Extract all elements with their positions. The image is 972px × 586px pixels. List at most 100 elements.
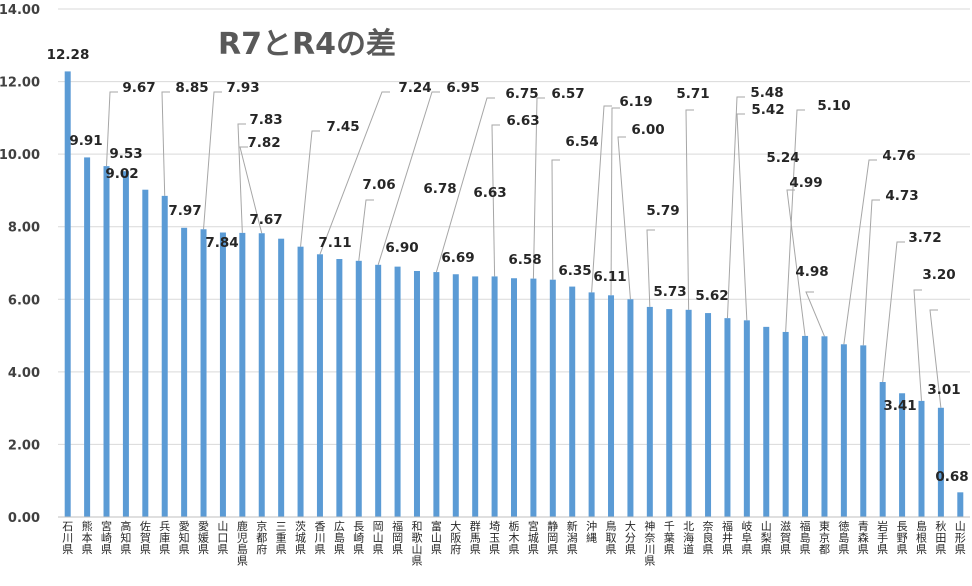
data-label: 6.63 bbox=[473, 185, 506, 201]
bar bbox=[142, 189, 149, 517]
data-label: 7.06 bbox=[362, 177, 395, 193]
bar bbox=[705, 313, 712, 517]
category-label: 長崎県 bbox=[353, 520, 364, 556]
category-label: 長野県 bbox=[897, 520, 908, 556]
category-label: 岡山県 bbox=[373, 520, 384, 556]
category-label: 福井県 bbox=[722, 519, 733, 556]
category-label: 兵庫県 bbox=[159, 520, 170, 556]
bar bbox=[355, 260, 362, 517]
bar bbox=[666, 309, 673, 517]
data-label: 0.68 bbox=[935, 469, 968, 485]
bar bbox=[860, 345, 867, 517]
leader-line bbox=[358, 199, 374, 261]
data-label: 7.67 bbox=[249, 212, 282, 228]
bar bbox=[336, 259, 343, 517]
data-label: 3.20 bbox=[922, 267, 955, 283]
data-label: 9.67 bbox=[122, 80, 155, 96]
leader-line bbox=[843, 159, 877, 345]
bar bbox=[316, 254, 323, 517]
bar bbox=[258, 233, 265, 517]
bar bbox=[530, 278, 537, 517]
category-label: 鳥取県 bbox=[606, 519, 617, 556]
category-label: 神奈川県 bbox=[644, 519, 655, 568]
bar bbox=[433, 272, 440, 517]
category-label: 大阪府 bbox=[450, 519, 461, 556]
category-label: 富山県 bbox=[431, 519, 442, 556]
leader-line bbox=[929, 309, 942, 408]
leader-lines bbox=[106, 91, 942, 408]
leader-line bbox=[785, 109, 805, 332]
leader-line bbox=[591, 105, 612, 293]
data-label: 5.71 bbox=[676, 86, 709, 102]
bar bbox=[879, 382, 886, 517]
category-label: 茨城県 bbox=[295, 519, 306, 556]
leader-line bbox=[377, 91, 440, 265]
bar bbox=[161, 195, 168, 517]
leader-line bbox=[913, 289, 922, 401]
bar bbox=[782, 331, 789, 517]
data-label: 9.02 bbox=[105, 166, 138, 182]
data-label: 4.73 bbox=[885, 188, 918, 204]
chart-title: R7とR4の差 bbox=[218, 27, 396, 62]
bar bbox=[84, 157, 91, 517]
category-label: 沖縄 bbox=[586, 520, 597, 545]
y-tick-label: 14.00 bbox=[0, 3, 40, 18]
leader-line bbox=[237, 123, 246, 233]
y-tick-label: 6.00 bbox=[8, 293, 40, 308]
category-label: 山形県 bbox=[955, 520, 966, 556]
bar bbox=[646, 306, 653, 517]
data-label: 6.90 bbox=[385, 240, 418, 256]
bar bbox=[918, 400, 925, 517]
data-label: 7.93 bbox=[226, 80, 259, 96]
data-label: 5.42 bbox=[751, 102, 784, 118]
data-label: 8.85 bbox=[175, 80, 208, 96]
data-label: 6.63 bbox=[506, 113, 539, 129]
category-label: 福島県 bbox=[800, 519, 811, 556]
bar bbox=[219, 232, 226, 517]
category-label: 京都府 bbox=[256, 519, 267, 556]
bar bbox=[627, 299, 634, 517]
leader-line bbox=[617, 136, 631, 300]
bar bbox=[491, 276, 498, 517]
data-label: 4.99 bbox=[789, 175, 822, 191]
bar bbox=[608, 295, 615, 517]
leader-line bbox=[805, 291, 825, 337]
bar bbox=[472, 276, 479, 517]
category-label: 愛知県 bbox=[179, 520, 190, 556]
category-label: 山口県 bbox=[217, 520, 228, 556]
data-label: 6.19 bbox=[619, 94, 652, 110]
data-label: 6.95 bbox=[446, 80, 479, 96]
bar bbox=[840, 344, 847, 517]
category-label: 栃木県 bbox=[509, 519, 520, 556]
bar bbox=[511, 278, 517, 517]
data-label: 6.57 bbox=[551, 86, 584, 102]
leader-line bbox=[726, 96, 745, 319]
bar bbox=[375, 264, 382, 517]
category-labels: 石川県熊本県宮崎県高知県佐賀県兵庫県愛知県愛媛県山口県鹿児島県京都府三重県茨城県… bbox=[62, 519, 966, 568]
category-label: 徳島県 bbox=[838, 520, 849, 556]
category-label: 群馬県 bbox=[470, 519, 481, 556]
data-label: 6.11 bbox=[593, 269, 626, 285]
category-label: 高知県 bbox=[120, 519, 131, 556]
data-label: 7.11 bbox=[318, 235, 351, 251]
data-label: 7.83 bbox=[249, 112, 282, 128]
leader-line bbox=[862, 199, 880, 346]
data-label: 12.28 bbox=[47, 47, 90, 63]
category-label: 石川県 bbox=[62, 520, 73, 556]
bars bbox=[64, 71, 964, 518]
category-label: 秋田県 bbox=[935, 519, 946, 556]
leader-line bbox=[551, 159, 560, 280]
data-label: 6.69 bbox=[441, 250, 474, 266]
category-label: 静岡県 bbox=[547, 519, 558, 556]
category-label: 新潟県 bbox=[567, 519, 578, 556]
data-label: 4.98 bbox=[795, 264, 828, 280]
bar bbox=[181, 227, 188, 517]
bar bbox=[64, 71, 71, 517]
data-label: 7.45 bbox=[326, 119, 359, 135]
leader-line bbox=[610, 107, 620, 296]
data-label: 5.62 bbox=[695, 288, 728, 304]
data-label: 7.84 bbox=[205, 235, 238, 251]
data-label: 5.10 bbox=[817, 98, 850, 114]
data-label: 5.79 bbox=[646, 203, 679, 219]
bar bbox=[200, 229, 207, 518]
